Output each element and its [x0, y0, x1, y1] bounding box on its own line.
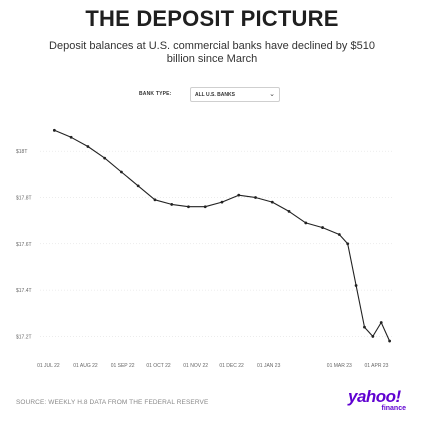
y-axis: $18T $17.8T $17.6T $17.4T $17.2T	[16, 149, 32, 340]
data-point	[153, 198, 157, 202]
x-tick-label: 01 JUL 22	[37, 363, 60, 369]
data-point	[170, 203, 174, 206]
data-point	[363, 325, 366, 329]
y-tick-label: $17.4T	[16, 288, 32, 294]
data-point	[187, 205, 190, 209]
y-tick-label: $17.2T	[16, 334, 32, 340]
logo-main-text: yahoo!	[348, 387, 401, 406]
x-tick-label: 01 AUG 22	[73, 363, 98, 369]
data-point	[270, 200, 274, 204]
data-point	[120, 170, 123, 174]
data-point	[388, 339, 392, 343]
bank-type-select[interactable]: ALL U.S. BANKS ⌄	[190, 87, 280, 102]
data-point	[321, 226, 324, 229]
series-layer	[52, 128, 392, 343]
y-tick-label: $17.6T	[16, 242, 32, 248]
x-tick-label: 01 MAR 23	[327, 363, 352, 369]
data-point	[304, 221, 308, 225]
chart-title: THE DEPOSIT PICTURE	[85, 6, 339, 31]
data-point	[69, 135, 73, 139]
yahoo-finance-logo: yahoo! finance	[348, 388, 410, 412]
data-point	[287, 209, 291, 213]
x-tick-label: 01 SEP 22	[111, 363, 135, 369]
y-tick-label: $18T	[16, 149, 27, 155]
data-point	[86, 145, 90, 148]
chart-subtitle: Deposit balances at U.S. commercial bank…	[49, 40, 375, 65]
data-point	[220, 200, 224, 204]
deposit-series-line	[54, 129, 391, 342]
source-note: SOURCE: WEEKLY H.8 DATA FROM THE FEDERAL…	[16, 399, 209, 406]
data-point	[237, 193, 241, 197]
x-axis: 01 JUL 22 01 AUG 22 01 SEP 22 01 OCT 22 01 N…	[37, 363, 389, 369]
x-tick-label: 01 DEC 22	[219, 363, 244, 369]
data-point	[379, 321, 383, 324]
x-tick-label: 01 OCT 22	[146, 363, 171, 369]
chevron-down-icon: ⌄	[269, 91, 275, 98]
bank-type-selected-value: ALL U.S. BANKS	[195, 92, 235, 98]
bank-type-label: BANK TYPE:	[139, 91, 172, 97]
data-point	[254, 196, 257, 199]
x-tick-label: 01 APR 23	[364, 363, 388, 369]
data-point	[337, 233, 341, 236]
data-point	[52, 128, 56, 132]
x-tick-label: 01 JAN 23	[257, 363, 281, 369]
y-tick-label: $17.8T	[16, 195, 32, 201]
data-point	[354, 284, 358, 287]
data-point	[103, 156, 107, 160]
data-point	[203, 205, 207, 209]
data-point	[136, 184, 140, 188]
bank-type-filter: BANK TYPE: ALL U.S. BANKS ⌄	[0, 87, 424, 103]
grid-layer	[40, 150, 392, 337]
data-point	[371, 335, 375, 338]
data-point	[346, 242, 350, 246]
logo-sub-text: finance	[381, 405, 406, 412]
x-tick-label: 01 NOV 22	[183, 363, 208, 369]
